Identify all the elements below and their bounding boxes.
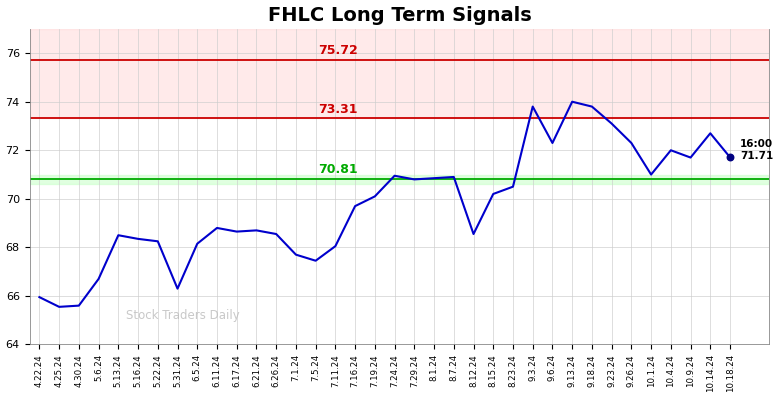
Point xyxy=(724,154,736,160)
Bar xyxy=(30,175,770,183)
Text: 70.81: 70.81 xyxy=(318,163,358,176)
Bar xyxy=(30,29,770,119)
Text: 75.72: 75.72 xyxy=(318,44,358,57)
Title: FHLC Long Term Signals: FHLC Long Term Signals xyxy=(267,6,532,25)
Text: 73.31: 73.31 xyxy=(318,103,358,115)
Text: 16:00
71.71: 16:00 71.71 xyxy=(740,139,773,161)
Text: Stock Traders Daily: Stock Traders Daily xyxy=(125,309,239,322)
